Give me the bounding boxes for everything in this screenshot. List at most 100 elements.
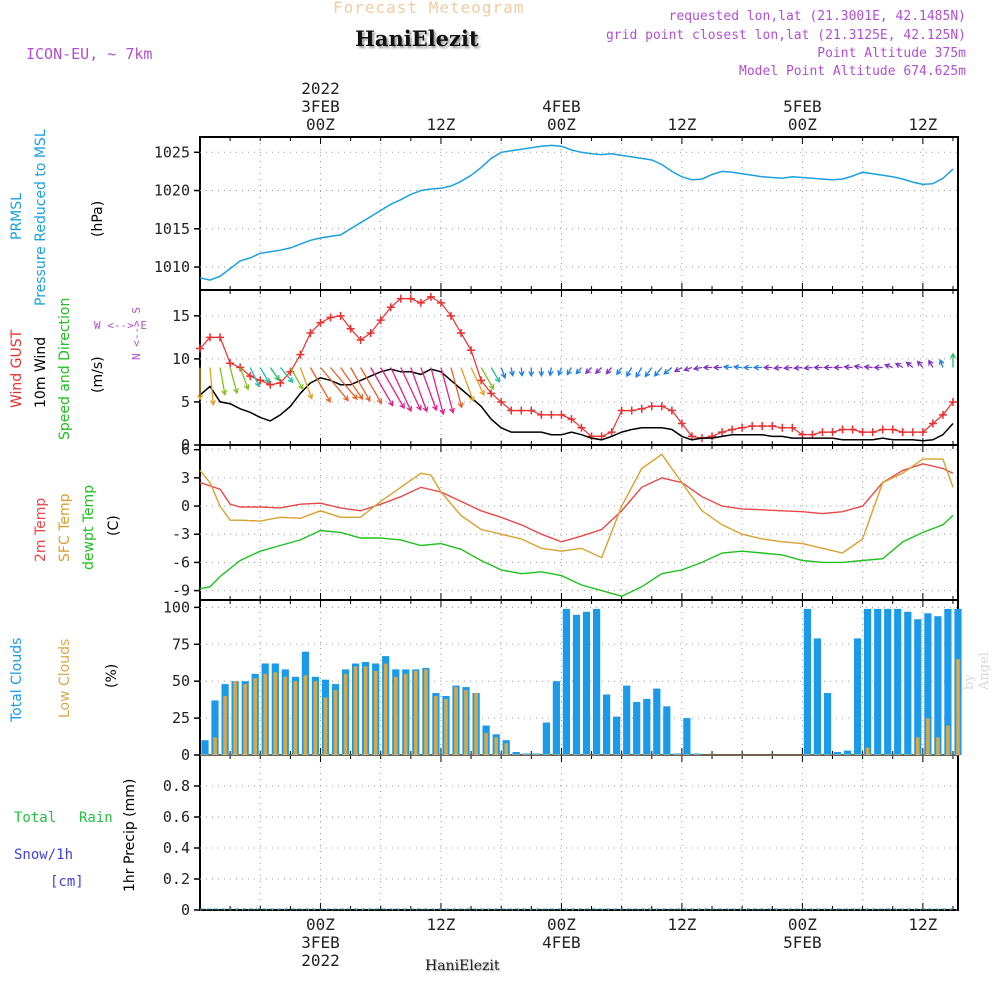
- gust-marker: [738, 423, 747, 432]
- gust-marker: [607, 428, 616, 437]
- gust-marker: [196, 344, 204, 353]
- gust-marker: [216, 333, 225, 342]
- gust-marker: [426, 292, 435, 301]
- gust-marker: [507, 406, 516, 415]
- wind-direction-arrow: [508, 367, 515, 377]
- total-cloud-bar: [582, 611, 591, 755]
- low-cloud-bar: [213, 737, 217, 755]
- wind-direction-arrow: [584, 367, 592, 375]
- wind-direction-arrow: [894, 362, 904, 369]
- low-cloud-bar: [424, 669, 428, 755]
- y-tick-label: 0: [181, 901, 190, 919]
- pressure-label-1: PRMSL: [9, 193, 25, 240]
- time-label-top: 5FEB: [783, 97, 822, 116]
- requested-coords: requested lon,lat (21.3001E, 42.1485N): [668, 9, 966, 24]
- total-cloud-bar: [633, 701, 641, 755]
- gust-marker: [396, 294, 405, 303]
- gust-marker: [888, 425, 897, 434]
- gust-marker: [246, 372, 255, 381]
- total-cloud-bar: [924, 613, 932, 755]
- total-cloud-bar: [673, 753, 681, 755]
- wind-direction-arrow: [683, 366, 693, 372]
- gust-marker: [477, 376, 486, 385]
- gridpoint-coords: grid point closest lon,lat (21.3125E, 42…: [605, 28, 966, 43]
- model-label: ICON-EU, ~ 7km: [26, 45, 153, 63]
- gust-marker: [467, 346, 476, 355]
- temp-unit: (C): [106, 515, 122, 536]
- gust-marker: [768, 422, 777, 431]
- gust-marker: [206, 333, 215, 342]
- wind-direction-arrow: [370, 367, 394, 407]
- gust-marker: [898, 428, 907, 437]
- gust-marker: [788, 423, 797, 432]
- gust-marker: [868, 428, 877, 437]
- total-cloud-bar: [562, 608, 570, 755]
- wind-direction-arrow: [400, 367, 422, 412]
- temp-label-2: SFC Temp: [57, 493, 73, 562]
- gust-marker: [948, 397, 957, 406]
- wind-direction-arrow: [299, 367, 314, 400]
- gust-marker: [778, 423, 787, 432]
- low-cloud-bar: [926, 718, 930, 755]
- time-label-bottom: 2022: [301, 951, 340, 970]
- wind-direction-arrow: [420, 367, 438, 412]
- gust-marker: [527, 406, 536, 415]
- wind-direction-arrow: [752, 364, 763, 371]
- time-label-top: 12Z: [667, 115, 696, 134]
- gust-line: [199, 296, 954, 439]
- gust-marker: [577, 423, 586, 432]
- temp-label-1: 2m Temp: [33, 497, 49, 562]
- low-cloud-bar: [484, 732, 488, 755]
- low-cloud-bar: [373, 670, 378, 755]
- temp-label-3: dewpt Temp: [81, 484, 97, 570]
- time-label-bottom: 12Z: [427, 915, 456, 934]
- wind-direction-arrow: [500, 367, 507, 380]
- y-tick-label: 1020: [154, 182, 190, 200]
- precip-label-snow: Snow/1h: [14, 847, 74, 863]
- time-label-bottom: 12Z: [667, 915, 696, 934]
- total-cloud-bar: [653, 688, 661, 755]
- low-cloud-bar: [434, 696, 438, 755]
- gust-marker: [928, 419, 937, 428]
- low-cloud-bar: [333, 690, 338, 755]
- precip-unit: 1hr Precip (mm): [122, 778, 138, 892]
- gust-marker: [266, 380, 275, 389]
- wind-direction-arrow: [410, 367, 429, 413]
- total-cloud-bar: [532, 753, 540, 755]
- wind-direction-arrow: [722, 364, 733, 371]
- total-cloud-bar: [803, 608, 811, 755]
- low-cloud-bar: [243, 684, 247, 755]
- wind-direction-arrow: [197, 367, 203, 401]
- wind-direction-arrow: [594, 367, 603, 375]
- y-tick-label: 100: [163, 598, 190, 616]
- wind-direction-arrow: [440, 367, 455, 415]
- panel-frame-1: [199, 289, 959, 446]
- pressure-label-2: Pressure Reduced to MSL: [33, 129, 49, 306]
- wind-direction-arrow: [450, 367, 464, 409]
- low-cloud-bar: [283, 676, 288, 755]
- wind-direction-arrow: [528, 367, 535, 378]
- gust-marker: [517, 406, 526, 415]
- wind-direction-arrow: [843, 364, 853, 371]
- wind-direction-arrow: [905, 361, 914, 368]
- precip-label-cm: [cm]: [50, 874, 84, 890]
- wind-direction-arrow: [470, 367, 485, 397]
- wind-direction-arrow: [490, 367, 501, 383]
- time-label-top: 12Z: [427, 115, 456, 134]
- low-cloud-bar: [363, 666, 368, 755]
- gust-marker: [236, 363, 245, 372]
- clouds-label-1: Total Clouds: [9, 637, 25, 722]
- wind-direction-arrow: [702, 364, 712, 371]
- y-tick-label: 1015: [154, 220, 190, 238]
- y-tick-label: 15: [172, 307, 190, 325]
- total-cloud-bar: [201, 740, 209, 755]
- point-altitude: Point Altitude 375m: [817, 46, 966, 61]
- gust-marker: [637, 404, 646, 413]
- wind-direction-arrow: [538, 367, 545, 378]
- wind-direction-arrow: [616, 367, 623, 376]
- gust-marker: [376, 316, 385, 325]
- low-cloud-bar: [343, 673, 348, 755]
- wind-direction-arrow: [350, 367, 371, 402]
- time-label-bottom: 00Z: [547, 915, 576, 934]
- wind-direction-arrow: [916, 360, 924, 368]
